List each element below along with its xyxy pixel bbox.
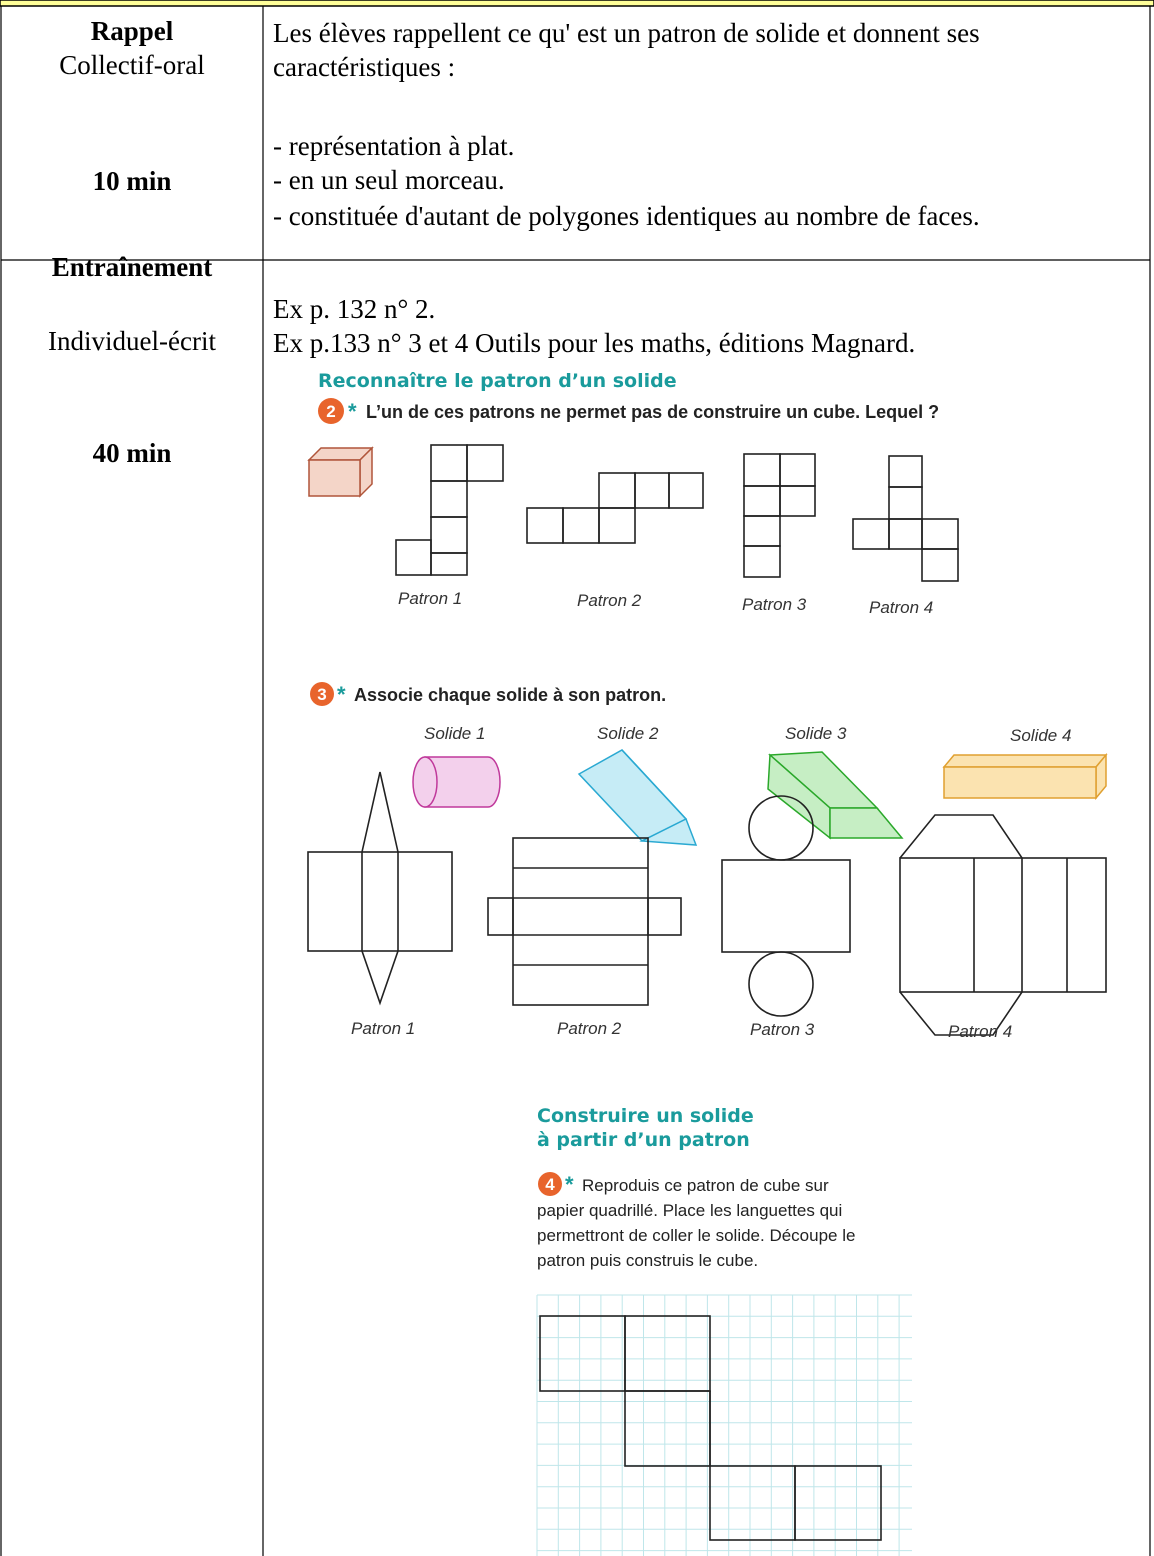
star: * (565, 1172, 574, 1197)
mode: Individuel-écrit (48, 326, 216, 356)
patron-label: Patron 4 (869, 598, 933, 617)
item: - représentation à plat. (273, 131, 514, 161)
section-title: à partir d’un patron (537, 1129, 750, 1151)
patron-label: Patron 3 (742, 595, 807, 614)
badge (318, 398, 344, 424)
solid-nets (307, 771, 1107, 1036)
section-title: Reconnaître le patron d’un solide (318, 370, 677, 392)
patron-label: Patron 4 (948, 1022, 1012, 1041)
activity: Rappel (91, 16, 174, 46)
patron-label: Patron 2 (557, 1019, 622, 1038)
solid-prism (577, 749, 698, 846)
patron-label: Patron 1 (398, 589, 462, 608)
badge (310, 682, 334, 706)
prompt: Associe chaque solide à son patron. (354, 685, 666, 705)
intro-line: caractéristiques : (273, 52, 455, 82)
patron-label: Patron 3 (750, 1020, 815, 1039)
star: * (348, 399, 357, 424)
mode: Collectif-oral (59, 50, 204, 80)
item: - en un seul morceau. (273, 165, 505, 195)
ex-number: 3 (317, 685, 326, 704)
patron-label: Patron 2 (577, 591, 642, 610)
ref: Ex p. 132 n° 2. (273, 294, 435, 324)
instruction: patron puis construis le cube. (537, 1251, 758, 1270)
activity: Entraînement (52, 252, 212, 282)
star: * (337, 682, 346, 707)
badge (538, 1172, 562, 1196)
grid-paper (536, 1294, 912, 1556)
patron-label: Patron 1 (351, 1019, 415, 1038)
solid-label: Solide 4 (1010, 726, 1071, 745)
duration: 10 min (93, 166, 172, 196)
instruction: papier quadrillé. Place les languettes q… (537, 1201, 842, 1220)
solid-trapezoid-prism (767, 751, 904, 840)
table-lines (0, 6, 1151, 1556)
solid-box (942, 752, 1108, 801)
duration: 40 min (93, 438, 172, 468)
cube (307, 446, 374, 498)
solid-cylinder (412, 756, 501, 808)
solid-label: Solide 1 (424, 724, 485, 743)
section-title: Construire un solide (537, 1105, 754, 1127)
patron-nets (395, 444, 959, 582)
ex-number: 4 (545, 1175, 555, 1194)
solid-label: Solide 2 (597, 724, 659, 743)
instruction: permettront de coller le solide. Découpe… (537, 1226, 855, 1245)
ex-number: 2 (326, 402, 335, 421)
ref: Ex p.133 n° 3 et 4 Outils pour les maths… (273, 328, 915, 358)
cube-net (539, 1315, 882, 1541)
instruction: Reproduis ce patron de cube sur (582, 1176, 829, 1195)
item: - constituée d'autant de polygones ident… (273, 201, 980, 231)
top-band (0, 0, 1154, 7)
prompt: L’un de ces patrons ne permet pas de con… (366, 402, 939, 422)
solid-label: Solide 3 (785, 724, 847, 743)
intro-line: Les élèves rappellent ce qu' est un patr… (273, 18, 980, 48)
